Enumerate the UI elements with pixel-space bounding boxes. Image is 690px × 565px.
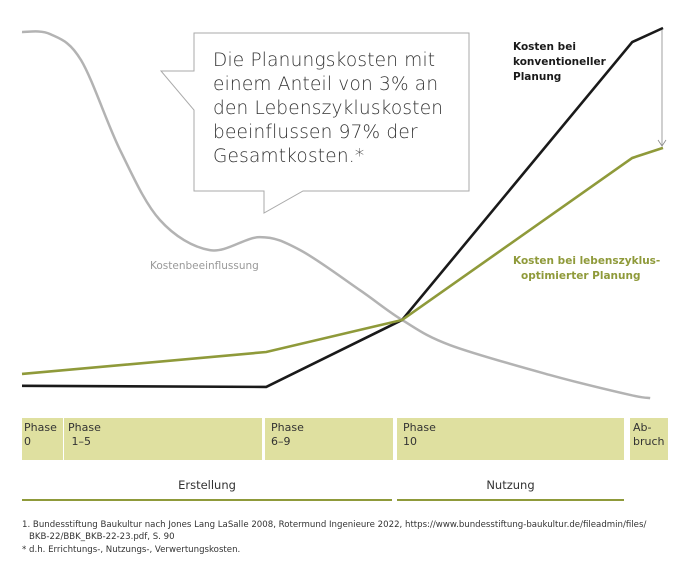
label-optimized: Kosten bei lebenszyklus- optimierter Pla… bbox=[513, 254, 660, 284]
series-kostenbeeinflussung bbox=[21, 30, 651, 400]
phase-10: Phase 10 bbox=[397, 418, 624, 460]
label-conventional: Kosten bei konventioneller Planung bbox=[513, 40, 606, 85]
label-kostenbeeinflussung: Kostenbeeinflussung bbox=[150, 260, 259, 272]
label-line: konventioneller bbox=[513, 56, 606, 68]
difference-arrowhead bbox=[657, 139, 667, 147]
phase-label: 1–5 bbox=[68, 435, 91, 448]
callout-line: den Lebenszykluskosten bbox=[213, 98, 444, 119]
phase-label: bruch bbox=[633, 435, 665, 448]
phase-label: Phase bbox=[24, 421, 57, 434]
label-line: Kosten bei lebenszyklus- bbox=[513, 255, 661, 267]
phase-label: Phase bbox=[68, 421, 101, 434]
phase-1-5: Phase 1–5 bbox=[64, 418, 262, 460]
era-erstellung-line bbox=[22, 499, 392, 501]
callout-box bbox=[159, 32, 470, 214]
callout-line: beeinflussen 97% der bbox=[213, 122, 418, 143]
phase-label: Phase bbox=[403, 421, 436, 434]
era-nutzung-line bbox=[397, 499, 624, 501]
series-optimized bbox=[21, 146, 664, 376]
footnote-1: 1. Bundesstiftung Baukultur nach Jones L… bbox=[22, 520, 647, 530]
phase-label: Phase bbox=[271, 421, 304, 434]
callout-line: einem Anteil von 3% an bbox=[213, 74, 439, 95]
phase-abbruch: Ab- bruch bbox=[630, 418, 668, 460]
callout-line: Die Planungskosten mit bbox=[213, 50, 436, 71]
era-nutzung: Nutzung bbox=[486, 478, 535, 492]
phase-label: 10 bbox=[403, 435, 417, 448]
phase-label: 0 bbox=[24, 435, 31, 448]
footnote-asterisk: * d.h. Errichtungs-, Nutzungs-, Verwertu… bbox=[22, 545, 241, 555]
phase-6-9: Phase 6–9 bbox=[265, 418, 393, 460]
phase-label: Ab- bbox=[633, 421, 652, 434]
phase-label: 6–9 bbox=[271, 435, 291, 448]
label-line: optimierter Planung bbox=[521, 270, 641, 282]
phase-0: Phase 0 bbox=[22, 418, 63, 460]
label-line: Planung bbox=[513, 71, 562, 83]
label-line: Kosten bei bbox=[513, 41, 576, 53]
footnote-1-cont: BKB-22/BBK_BKB-22-23.pdf, S. 90 bbox=[29, 532, 175, 542]
era-erstellung: Erstellung bbox=[178, 478, 236, 492]
callout-line: Gesamtkosten.* bbox=[213, 146, 365, 167]
